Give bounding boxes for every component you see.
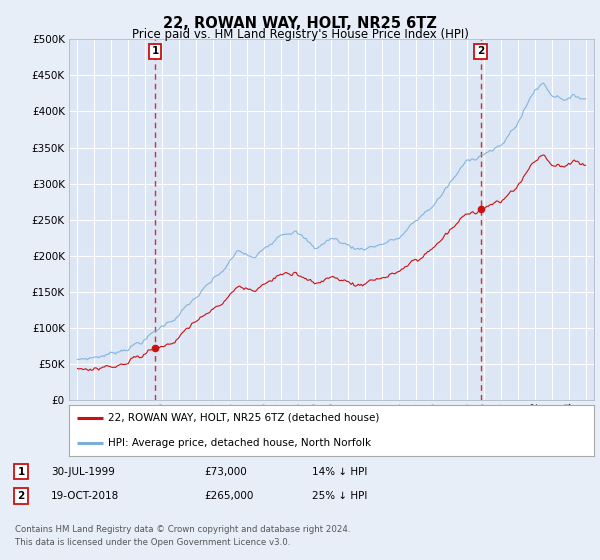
Text: 2: 2 <box>17 491 25 501</box>
Text: 19-OCT-2018: 19-OCT-2018 <box>51 491 119 501</box>
Text: Price paid vs. HM Land Registry's House Price Index (HPI): Price paid vs. HM Land Registry's House … <box>131 28 469 41</box>
Text: Contains HM Land Registry data © Crown copyright and database right 2024.
This d: Contains HM Land Registry data © Crown c… <box>15 525 350 547</box>
Text: £73,000: £73,000 <box>204 466 247 477</box>
Text: 30-JUL-1999: 30-JUL-1999 <box>51 466 115 477</box>
Text: 2: 2 <box>477 46 484 57</box>
Text: 22, ROWAN WAY, HOLT, NR25 6TZ: 22, ROWAN WAY, HOLT, NR25 6TZ <box>163 16 437 31</box>
Text: 22, ROWAN WAY, HOLT, NR25 6TZ (detached house): 22, ROWAN WAY, HOLT, NR25 6TZ (detached … <box>109 413 380 423</box>
Text: HPI: Average price, detached house, North Norfolk: HPI: Average price, detached house, Nort… <box>109 438 371 448</box>
Text: 14% ↓ HPI: 14% ↓ HPI <box>312 466 367 477</box>
Text: 1: 1 <box>151 46 158 57</box>
Text: 25% ↓ HPI: 25% ↓ HPI <box>312 491 367 501</box>
Text: £265,000: £265,000 <box>204 491 253 501</box>
Text: 1: 1 <box>17 466 25 477</box>
